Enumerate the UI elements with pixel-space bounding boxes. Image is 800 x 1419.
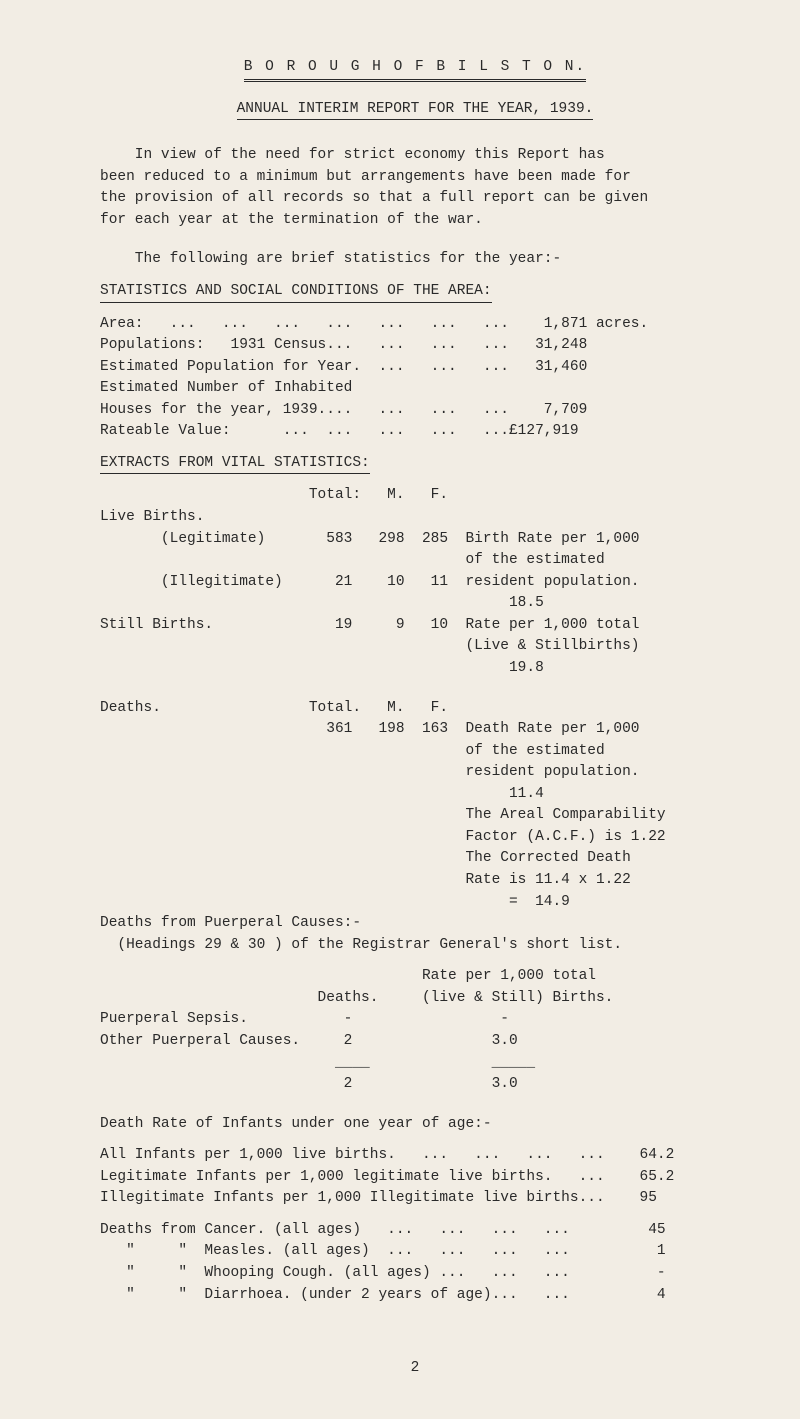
vital-row: (Legitimate) 583 298 285 Birth Rate per … xyxy=(100,530,730,550)
vital-row: 18.5 xyxy=(100,594,730,614)
stats-row: Populations: 1931 Census... ... ... ... … xyxy=(100,336,730,356)
deaths-from-row: Deaths from Cancer. (all ages) ... ... .… xyxy=(100,1221,730,1241)
intro-line: for each year at the termination of the … xyxy=(100,211,730,231)
brief-stats-line: The following are brief statistics for t… xyxy=(100,250,730,270)
vital-header: Total: M. F. xyxy=(100,486,730,506)
title-wrap: B O R O U G H O F B I L S T O N. xyxy=(100,58,730,82)
section-heading: EXTRACTS FROM VITAL STATISTICS: xyxy=(100,454,730,475)
intro-line: the provision of all records so that a f… xyxy=(100,189,730,209)
page-number-wrap: 2 xyxy=(100,1359,730,1379)
infants-row: Illegitimate Infants per 1,000 Illegitim… xyxy=(100,1189,730,1209)
puerperal-row: Deaths. (live & Still) Births. xyxy=(100,989,730,1009)
page-title: B O R O U G H O F B I L S T O N. xyxy=(244,58,586,82)
page-subtitle: ANNUAL INTERIM REPORT FOR THE YEAR, 1939… xyxy=(237,100,594,121)
deaths-row: The Corrected Death xyxy=(100,849,730,869)
deaths-row: 11.4 xyxy=(100,785,730,805)
intro-line: been reduced to a minimum but arrangemen… xyxy=(100,168,730,188)
deaths-row: of the estimated xyxy=(100,742,730,762)
infants-row: All Infants per 1,000 live births. ... .… xyxy=(100,1146,730,1166)
deaths-row: The Areal Comparability xyxy=(100,806,730,826)
intro-line: In view of the need for strict economy t… xyxy=(100,146,730,166)
stats-row: Houses for the year, 1939.... ... ... ..… xyxy=(100,401,730,421)
deaths-row: Rate is 11.4 x 1.22 xyxy=(100,871,730,891)
vital-row: (Live & Stillbirths) xyxy=(100,637,730,657)
deaths-row: Factor (A.C.F.) is 1.22 xyxy=(100,828,730,848)
deaths-row: Deaths. Total. M. F. xyxy=(100,699,730,719)
subtitle-wrap: ANNUAL INTERIM REPORT FOR THE YEAR, 1939… xyxy=(100,100,730,121)
vital-row: Live Births. xyxy=(100,508,730,528)
puerperal-row: 2 3.0 xyxy=(100,1075,730,1095)
infant-rate-heading: Death Rate of Infants under one year of … xyxy=(100,1115,730,1135)
puerperal-row: ____ _____ xyxy=(100,1054,730,1074)
deaths-from-row: " " Measles. (all ages) ... ... ... ... … xyxy=(100,1242,730,1262)
vital-row: 19.8 xyxy=(100,659,730,679)
vital-row: of the estimated xyxy=(100,551,730,571)
puerperal-row: Rate per 1,000 total xyxy=(100,967,730,987)
stats-row: Estimated Population for Year. ... ... .… xyxy=(100,358,730,378)
document-page: B O R O U G H O F B I L S T O N. ANNUAL … xyxy=(0,0,800,1419)
infants-row: Legitimate Infants per 1,000 legitimate … xyxy=(100,1168,730,1188)
stats-row: Estimated Number of Inhabited xyxy=(100,379,730,399)
section-heading: STATISTICS AND SOCIAL CONDITIONS OF THE … xyxy=(100,282,730,303)
page-number: 2 xyxy=(411,1360,420,1376)
deaths-from-row: " " Diarrhoea. (under 2 years of age)...… xyxy=(100,1286,730,1306)
deaths-from-row: " " Whooping Cough. (all ages) ... ... .… xyxy=(100,1264,730,1284)
stats-row: Area: ... ... ... ... ... ... ... 1,871 … xyxy=(100,315,730,335)
puerperal-heading: (Headings 29 & 30 ) of the Registrar Gen… xyxy=(100,936,730,956)
stats-row: Rateable Value: ... ... ... ... ...£127,… xyxy=(100,422,730,442)
vital-row: (Illegitimate) 21 10 11 resident populat… xyxy=(100,573,730,593)
deaths-row: resident population. xyxy=(100,763,730,783)
deaths-row: = 14.9 xyxy=(100,893,730,913)
deaths-row: 361 198 163 Death Rate per 1,000 xyxy=(100,720,730,740)
puerperal-row: Puerperal Sepsis. - - xyxy=(100,1010,730,1030)
puerperal-heading: Deaths from Puerperal Causes:- xyxy=(100,914,730,934)
vital-row: Still Births. 19 9 10 Rate per 1,000 tot… xyxy=(100,616,730,636)
puerperal-row: Other Puerperal Causes. 2 3.0 xyxy=(100,1032,730,1052)
